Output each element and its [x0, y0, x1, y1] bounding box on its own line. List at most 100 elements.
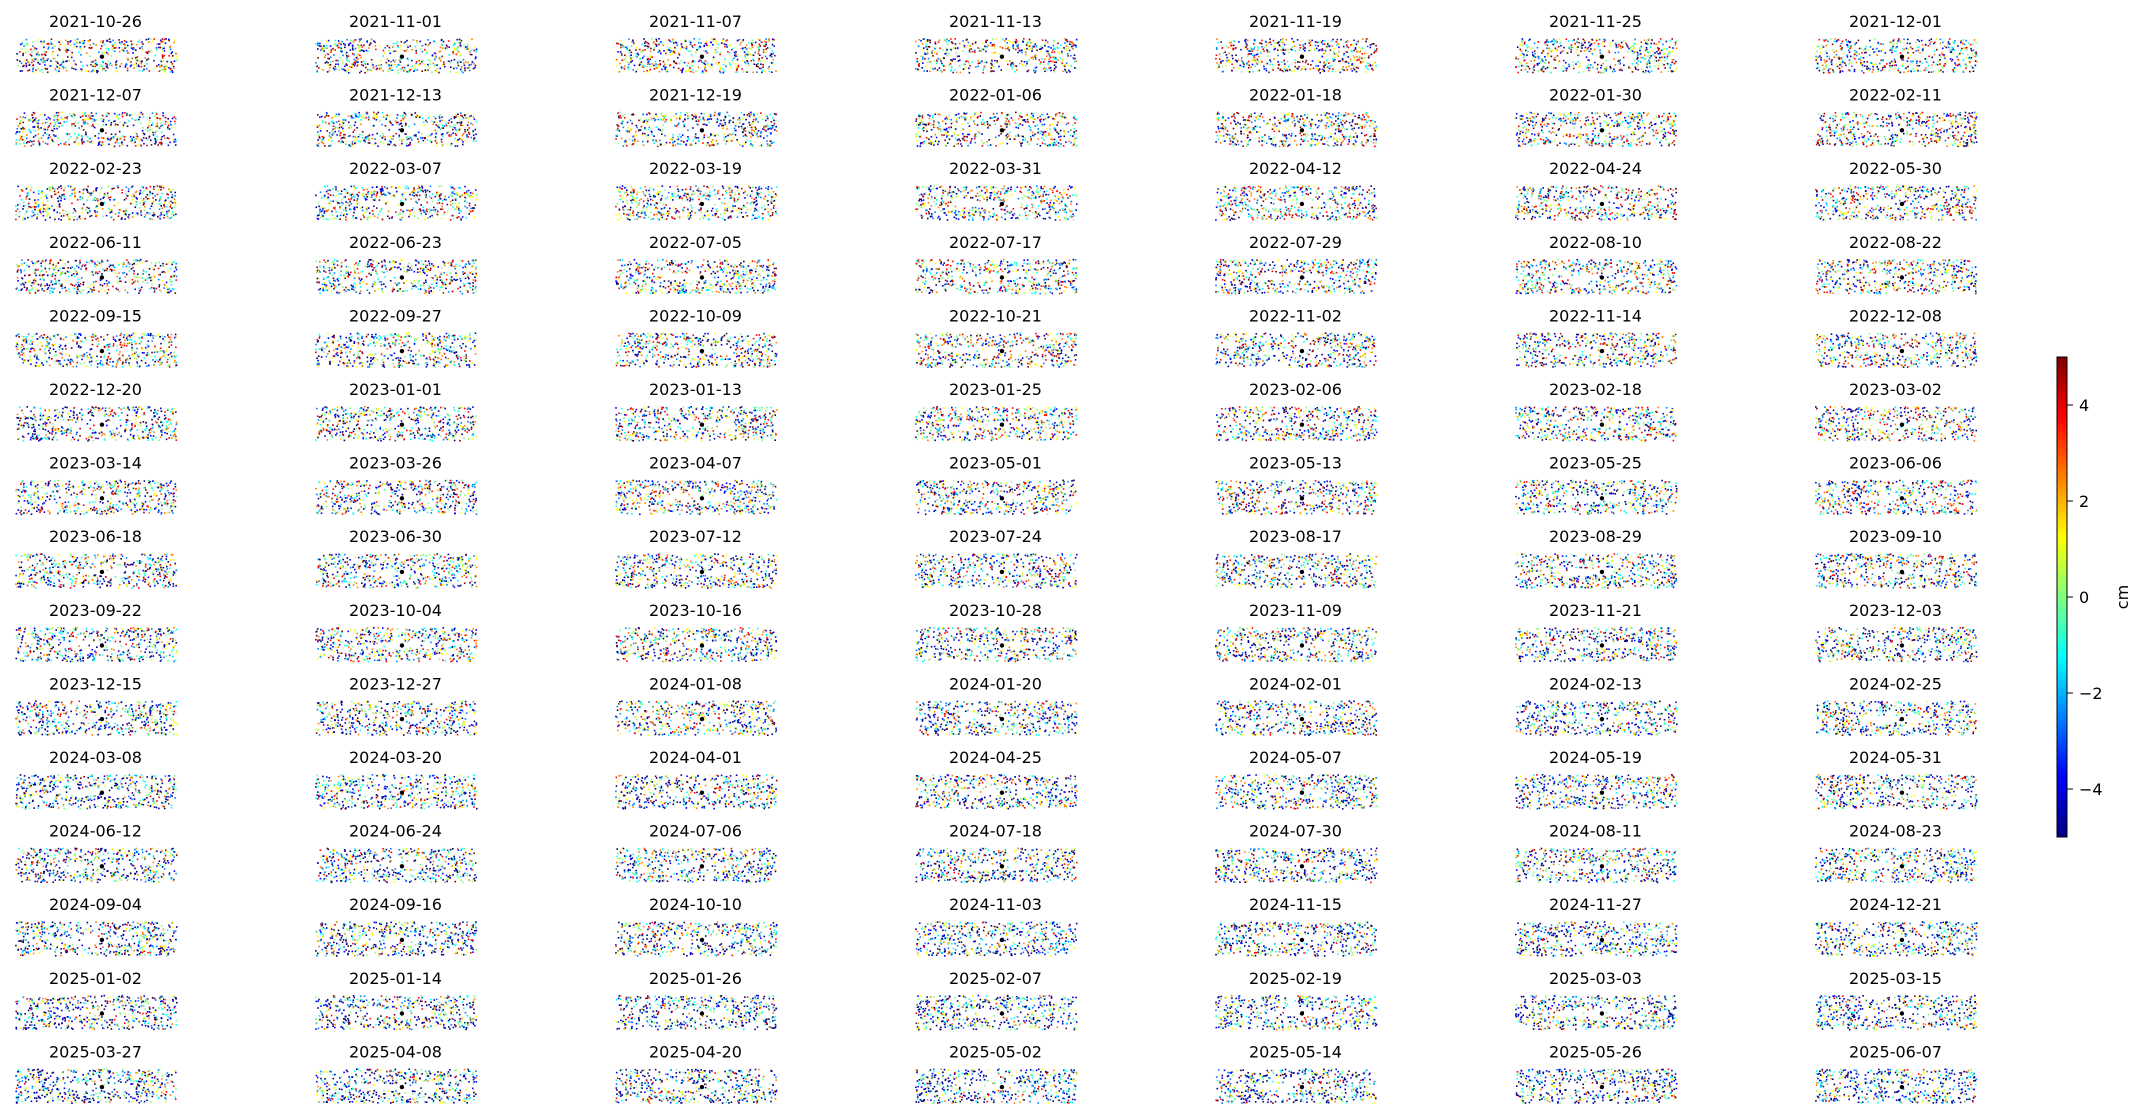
panel: 2021-11-19	[1215, 12, 1378, 74]
panel-scatter	[1815, 185, 1978, 220]
panel-title: 2025-06-07	[1849, 1042, 1942, 1061]
panel: 2024-07-06	[615, 822, 776, 884]
panel-scatter	[1215, 700, 1377, 735]
panel-scatter	[615, 406, 777, 442]
panel: 2024-11-15	[1215, 895, 1377, 956]
panel: 2022-03-31	[915, 159, 1077, 221]
panel-scatter	[1815, 406, 1977, 442]
panel-scatter	[1515, 480, 1677, 515]
panel-title: 2024-09-16	[349, 895, 442, 914]
panel: 2021-12-19	[615, 86, 777, 148]
panel-scatter	[1215, 38, 1378, 74]
reference-point	[400, 717, 404, 721]
reference-point	[100, 938, 104, 942]
reference-point	[1000, 349, 1004, 353]
reference-point	[1300, 570, 1304, 574]
panel-title: 2022-09-15	[49, 306, 142, 325]
reference-point	[100, 864, 104, 868]
reference-point	[400, 1085, 404, 1089]
reference-point	[1300, 791, 1304, 795]
colorbar-tick-label: −2	[2079, 684, 2103, 703]
panel-scatter	[1815, 332, 1977, 368]
panel-scatter	[1215, 112, 1377, 148]
reference-point	[1300, 275, 1304, 279]
panel-scatter	[1815, 259, 1977, 295]
panel-scatter	[915, 921, 1077, 956]
reference-point	[1000, 202, 1004, 206]
panel: 2023-07-12	[615, 527, 777, 589]
panel: 2024-06-12	[15, 822, 177, 884]
panel-title: 2023-11-09	[1249, 601, 1342, 620]
reference-point	[1900, 938, 1904, 942]
reference-point	[1600, 643, 1604, 647]
panel: 2022-09-27	[315, 306, 477, 368]
panel-scatter	[315, 332, 477, 368]
panel-scatter	[916, 995, 1078, 1031]
panel-title: 2023-09-10	[1849, 527, 1942, 546]
reference-point	[1900, 423, 1904, 427]
panel: 2023-12-15	[15, 674, 177, 735]
panel-title: 2023-05-25	[1549, 454, 1642, 473]
panel: 2023-11-09	[1215, 601, 1377, 663]
panel: 2023-01-25	[915, 380, 1078, 441]
reference-point	[400, 423, 404, 427]
panel-scatter	[1815, 848, 1977, 883]
panel: 2022-07-17	[915, 233, 1077, 295]
panel-title: 2024-01-20	[949, 674, 1042, 693]
panel-title: 2021-12-07	[49, 86, 142, 105]
panel-scatter	[15, 185, 177, 221]
panel-scatter	[1215, 848, 1377, 884]
panel-title: 2023-01-01	[349, 380, 442, 399]
reference-point	[700, 275, 704, 279]
panel-title: 2023-10-16	[649, 601, 742, 620]
panel: 2024-02-25	[1816, 674, 1977, 736]
panel-title: 2025-03-27	[49, 1042, 142, 1061]
panel-scatter	[915, 406, 1078, 441]
panel-scatter	[16, 333, 178, 368]
panel: 2022-01-18	[1215, 86, 1377, 148]
reference-point	[700, 570, 704, 574]
panel-scatter	[15, 480, 177, 516]
panel-title: 2022-12-20	[49, 380, 142, 399]
panel: 2023-09-22	[16, 601, 178, 663]
panel-title: 2023-12-03	[1849, 601, 1942, 620]
panel-title: 2024-11-27	[1549, 895, 1642, 914]
panel-title: 2024-05-19	[1549, 748, 1642, 767]
panel: 2025-02-19	[1215, 969, 1377, 1030]
panel-title: 2022-01-18	[1249, 86, 1342, 105]
reference-point	[700, 938, 704, 942]
panel: 2024-01-20	[916, 674, 1078, 736]
panel: 2022-10-21	[915, 306, 1077, 368]
panel-scatter	[1516, 1068, 1678, 1104]
panel-title: 2023-04-07	[649, 454, 742, 473]
panel-scatter	[915, 627, 1077, 662]
panel: 2023-06-30	[316, 527, 477, 589]
panel: 2023-06-18	[15, 527, 177, 589]
panel: 2022-11-14	[1516, 306, 1677, 368]
panel-title: 2024-04-01	[649, 748, 742, 767]
panel-title: 2023-10-04	[349, 601, 442, 620]
panel: 2023-02-18	[1515, 380, 1677, 442]
panel-title: 2021-12-01	[1849, 12, 1942, 31]
panel-scatter	[15, 112, 177, 148]
panel: 2023-03-14	[15, 454, 177, 516]
reference-point	[1900, 128, 1904, 132]
colorbar-tick-label: 2	[2079, 492, 2089, 511]
panel-title: 2022-02-23	[49, 159, 142, 178]
reference-point	[1000, 864, 1004, 868]
panel: 2024-09-04	[15, 895, 178, 956]
panel-title: 2023-07-12	[649, 527, 742, 546]
panel-title: 2023-09-22	[49, 601, 142, 620]
panel-scatter	[616, 995, 777, 1031]
panel-scatter	[915, 259, 1077, 295]
panel-scatter	[1816, 995, 1978, 1030]
panel: 2023-12-27	[315, 674, 477, 735]
panel: 2023-10-16	[616, 601, 777, 663]
panel-title: 2022-12-08	[1849, 306, 1942, 325]
panel: 2023-04-07	[615, 454, 777, 515]
panel: 2025-03-15	[1816, 969, 1978, 1030]
panel-scatter	[15, 774, 177, 810]
panel-title: 2024-08-23	[1849, 822, 1942, 841]
panel-scatter	[316, 553, 477, 589]
reference-point	[1300, 128, 1304, 132]
